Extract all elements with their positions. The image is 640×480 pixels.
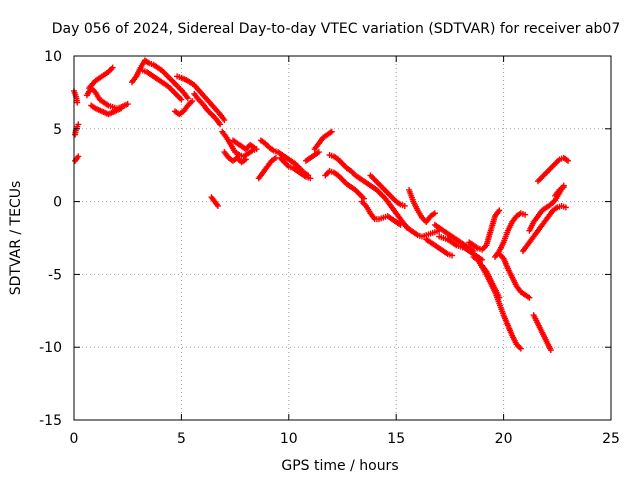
data-point <box>526 294 533 301</box>
data-point <box>74 99 81 106</box>
data-point <box>184 95 191 102</box>
data-point <box>522 211 529 218</box>
grid-lines <box>74 56 611 420</box>
data-point <box>251 144 258 151</box>
y-tick-label: 5 <box>53 122 62 138</box>
data-point <box>431 210 438 217</box>
data-point <box>118 105 125 112</box>
data-point <box>221 117 228 124</box>
plot-frame <box>73 55 612 421</box>
data-point <box>124 101 131 108</box>
y-tick-label: -15 <box>39 413 62 429</box>
data-points <box>71 57 572 354</box>
x-tick-label: 20 <box>495 431 513 447</box>
data-point <box>75 153 82 160</box>
data-point <box>517 345 524 352</box>
data-point <box>328 128 335 135</box>
data-point <box>242 156 249 163</box>
y-tick-label: -10 <box>39 340 62 356</box>
x-tick-label: 10 <box>280 431 298 447</box>
y-tick-label: 10 <box>44 49 62 65</box>
data-point <box>562 204 569 211</box>
data-point <box>307 175 314 182</box>
chart-title: Day 056 of 2024, Sidereal Day-to-day VTE… <box>52 21 621 37</box>
data-point <box>496 294 503 301</box>
x-tick-label: 15 <box>387 431 405 447</box>
y-tick-label: 0 <box>53 195 62 211</box>
data-point <box>189 98 196 105</box>
data-point <box>565 157 572 164</box>
data-point <box>401 202 408 209</box>
x-tick-label: 25 <box>602 431 620 447</box>
data-point <box>496 207 503 214</box>
x-axis-label: GPS time / hours <box>281 458 398 474</box>
y-axis-ticks: 10 5 0 -5 -10 -15 <box>39 49 611 429</box>
data-point <box>315 149 322 156</box>
data-point <box>449 252 456 259</box>
data-point <box>217 121 224 128</box>
data-point <box>109 64 116 71</box>
x-tick-label: 0 <box>70 431 79 447</box>
data-point <box>560 184 567 191</box>
data-point <box>214 202 221 209</box>
data-point <box>547 347 554 354</box>
x-tick-label: 5 <box>177 431 186 447</box>
x-axis-ticks: 0 5 10 15 20 25 <box>70 56 620 447</box>
data-point <box>178 96 185 103</box>
y-tick-label: -5 <box>48 267 62 283</box>
data-point <box>75 121 82 128</box>
y-axis-label: SDTVAR / TECUs <box>8 181 24 296</box>
